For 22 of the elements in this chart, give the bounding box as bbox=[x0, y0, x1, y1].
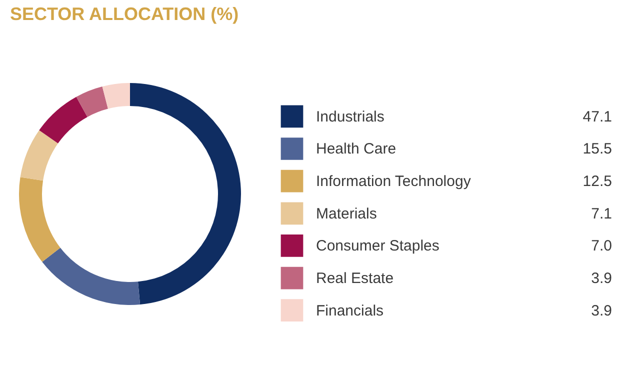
data-label: 3.9 bbox=[591, 302, 612, 320]
donut-slice bbox=[130, 83, 241, 305]
data-label: 15.5 bbox=[582, 140, 612, 158]
donut-slice bbox=[20, 130, 58, 181]
data-label: 7.0 bbox=[591, 238, 612, 255]
legend-label: Consumer Staples bbox=[316, 238, 440, 255]
data-label: 3.9 bbox=[591, 270, 612, 288]
donut-slice bbox=[39, 96, 88, 144]
donut-slice bbox=[102, 83, 130, 109]
donut-slice bbox=[42, 248, 140, 305]
legend-label: Information Technology bbox=[316, 173, 472, 190]
legend-label: Real Estate bbox=[316, 270, 394, 288]
data-label: 47.1 bbox=[582, 108, 612, 126]
donut-slice bbox=[76, 86, 108, 117]
donut-slice bbox=[19, 177, 60, 262]
data-label: 12.5 bbox=[582, 173, 612, 190]
legend-label: Financials bbox=[316, 302, 384, 320]
legend-label: Health Care bbox=[316, 140, 396, 158]
chart-title: SECTOR ALLOCATION (%) bbox=[10, 4, 239, 24]
legend-label: Industrials bbox=[316, 108, 384, 126]
legend-label: Materials bbox=[316, 205, 377, 222]
data-label: 7.1 bbox=[591, 205, 612, 222]
